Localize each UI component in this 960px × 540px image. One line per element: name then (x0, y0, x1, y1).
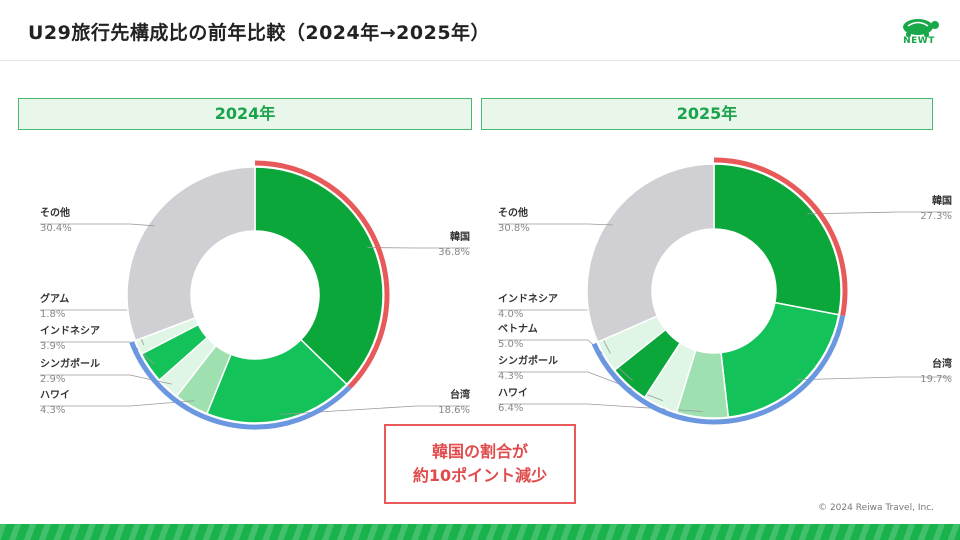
leader-0-2 (40, 400, 195, 407)
leader-0-6 (40, 223, 155, 227)
value-label-0-6: 30.4% (40, 223, 72, 234)
label-1-1: 台湾 (932, 357, 952, 370)
label-0-6: その他 (40, 206, 70, 219)
slice-1-1 (720, 301, 840, 419)
highlight-blue-1 (591, 315, 846, 425)
leader-0-1 (280, 405, 470, 415)
leader-1-6 (498, 223, 613, 226)
value-label-1-0: 27.3% (920, 211, 952, 222)
label-1-5: インドネシア (498, 293, 558, 305)
label-0-5: グアム (40, 292, 69, 305)
label-1-6: その他 (498, 206, 528, 219)
slice-0-0 (254, 166, 384, 386)
turtle-icon (903, 19, 939, 37)
label-0-1: 台湾 (450, 388, 470, 401)
leader-1-0 (807, 211, 952, 215)
label-0-3: シンガポール (40, 357, 100, 370)
value-label-0-1: 18.6% (438, 405, 470, 416)
value-label-1-4: 5.0% (498, 339, 523, 350)
value-label-0-0: 36.8% (438, 247, 470, 258)
leader-0-4 (40, 341, 155, 365)
callout-line-2: 約10ポイント減少 (412, 466, 548, 485)
highlight-red-1 (713, 157, 848, 317)
value-label-1-1: 19.7% (920, 374, 952, 385)
value-label-1-2: 6.4% (498, 403, 523, 414)
leader-1-2 (498, 403, 703, 412)
label-0-2: ハワイ (40, 389, 70, 401)
slice-0-6 (126, 166, 256, 342)
year-label-2025: 2025年 (481, 98, 933, 130)
logo-text: NEWT (903, 36, 935, 46)
copyright: © 2024 Reiwa Travel, Inc. (818, 503, 934, 513)
value-label-1-3: 4.3% (498, 371, 523, 382)
value-label-1-5: 4.0% (498, 309, 523, 320)
slice-1-0 (713, 163, 842, 316)
footer-bar (0, 524, 960, 540)
label-0-4: インドネシア (40, 325, 100, 337)
callout-box: 韓国の割合が 約10ポイント減少 (384, 424, 576, 504)
label-1-3: シンガポール (498, 354, 558, 367)
label-0-0: 韓国 (450, 230, 470, 243)
year-label-2024: 2024年 (18, 98, 472, 130)
callout-line-1: 韓国の割合が (431, 442, 528, 461)
brand-logo: NEWT (896, 14, 942, 48)
label-1-2: ハワイ (498, 387, 528, 399)
highlight-red-0 (254, 160, 390, 389)
header-divider (0, 60, 960, 61)
highlight-blue-0 (129, 341, 352, 430)
label-1-4: ベトナム (498, 323, 538, 335)
leader-1-1 (796, 376, 952, 381)
value-label-0-5: 1.8% (40, 309, 65, 320)
slice-0-1 (205, 338, 348, 424)
label-1-0: 韓国 (932, 194, 952, 207)
slice-1-6 (586, 163, 715, 344)
value-label-1-6: 30.8% (498, 223, 530, 234)
value-label-0-4: 3.9% (40, 341, 65, 352)
page-title: U29旅行先構成比の前年比較（2024年→2025年） (28, 22, 491, 44)
value-label-0-2: 4.3% (40, 405, 65, 416)
value-label-0-3: 2.9% (40, 374, 65, 385)
